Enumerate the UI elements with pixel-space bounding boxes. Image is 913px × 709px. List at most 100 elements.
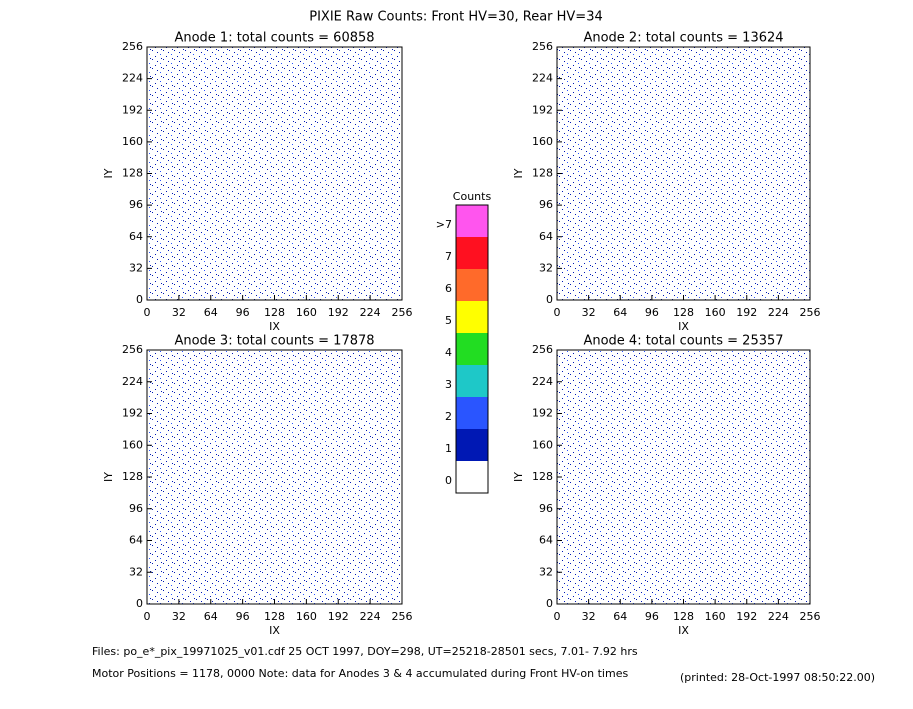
y-tick-label: 256 (532, 343, 553, 356)
y-tick-label: 96 (129, 502, 143, 515)
x-tick-label: 160 (705, 306, 726, 319)
x-tick-label: 0 (554, 306, 561, 319)
x-tick-label: 128 (673, 610, 694, 623)
footer-printed: (printed: 28-Oct-1997 08:50:22.00) (680, 671, 875, 684)
x-tick-label: 256 (392, 306, 413, 319)
chart-title: PIXIE Raw Counts: Front HV=30, Rear HV=3… (309, 10, 603, 25)
x-tick-label: 64 (204, 610, 218, 623)
y-tick-label: 128 (122, 470, 143, 483)
colorbar-label: 6 (445, 282, 452, 295)
y-tick-label: 64 (129, 534, 143, 547)
y-tick-label: 160 (532, 135, 553, 148)
x-tick-label: 96 (645, 610, 659, 623)
colorbar-label: 3 (445, 378, 452, 391)
x-tick-label: 160 (296, 610, 317, 623)
x-tick-label: 192 (736, 306, 757, 319)
colorbar-label: 0 (445, 474, 452, 487)
y-tick-label: 32 (539, 261, 553, 274)
x-tick-label: 160 (705, 610, 726, 623)
x-tick-label: 96 (236, 306, 250, 319)
x-tick-label: 64 (613, 610, 627, 623)
x-tick-label: 64 (204, 306, 218, 319)
y-tick-label: 192 (532, 407, 553, 420)
x-tick-label: 192 (328, 306, 349, 319)
y-tick-label: 32 (129, 565, 143, 578)
y-tick-label: 160 (122, 135, 143, 148)
colorbar-swatch (456, 397, 488, 429)
footer-motor: Motor Positions = 1178, 0000 Note: data … (92, 667, 628, 680)
colorbar-label: 7 (445, 250, 452, 263)
x-tick-label: 96 (645, 306, 659, 319)
colorbar-label: 1 (445, 442, 452, 455)
x-axis-label: IX (269, 624, 280, 637)
colorbar-swatch (456, 365, 488, 397)
x-axis-label: IX (678, 624, 689, 637)
y-axis-label: IY (512, 168, 525, 178)
x-tick-label: 0 (144, 306, 151, 319)
x-tick-label: 32 (582, 306, 596, 319)
count-map-texture (147, 350, 402, 604)
y-tick-label: 128 (532, 470, 553, 483)
y-axis-label: IY (512, 472, 525, 482)
panel-title: Anode 1: total counts = 60858 (174, 31, 374, 46)
y-tick-label: 64 (539, 534, 553, 547)
x-tick-label: 96 (236, 610, 250, 623)
x-tick-label: 224 (768, 306, 789, 319)
x-tick-label: 128 (264, 610, 285, 623)
y-tick-label: 64 (129, 230, 143, 243)
y-tick-label: 256 (532, 40, 553, 53)
colorbar-swatch (456, 269, 488, 301)
y-tick-label: 0 (136, 293, 143, 306)
x-tick-label: 0 (144, 610, 151, 623)
x-tick-label: 32 (582, 610, 596, 623)
y-tick-label: 224 (532, 375, 553, 388)
y-axis-label: IY (102, 472, 115, 482)
y-tick-label: 256 (122, 40, 143, 53)
y-tick-label: 256 (122, 343, 143, 356)
y-tick-label: 192 (532, 103, 553, 116)
y-tick-label: 64 (539, 230, 553, 243)
x-tick-label: 160 (296, 306, 317, 319)
panel-title: Anode 3: total counts = 17878 (174, 334, 374, 349)
x-tick-label: 192 (736, 610, 757, 623)
colorbar-swatch (456, 429, 488, 461)
colorbar-title: Counts (453, 190, 492, 203)
y-axis-label: IY (102, 168, 115, 178)
count-map-texture (557, 47, 810, 300)
x-tick-label: 256 (800, 610, 821, 623)
x-tick-label: 192 (328, 610, 349, 623)
y-tick-label: 192 (122, 103, 143, 116)
x-tick-label: 0 (554, 610, 561, 623)
y-tick-label: 0 (546, 597, 553, 610)
colorbar-label: 2 (445, 410, 452, 423)
y-tick-label: 224 (122, 72, 143, 85)
y-tick-label: 224 (532, 72, 553, 85)
colorbar-swatch (456, 301, 488, 333)
y-tick-label: 128 (122, 167, 143, 180)
y-tick-label: 128 (532, 167, 553, 180)
y-tick-label: 192 (122, 407, 143, 420)
x-tick-label: 224 (360, 610, 381, 623)
y-tick-label: 96 (539, 198, 553, 211)
colorbar-label: >7 (436, 218, 452, 231)
x-tick-label: 32 (172, 306, 186, 319)
x-tick-label: 128 (673, 306, 694, 319)
y-tick-label: 32 (129, 261, 143, 274)
panel-title: Anode 4: total counts = 25357 (583, 334, 783, 349)
colorbar-swatch (456, 461, 488, 493)
y-tick-label: 0 (546, 293, 553, 306)
x-tick-label: 256 (800, 306, 821, 319)
y-tick-label: 32 (539, 565, 553, 578)
colorbar-frame (455, 204, 489, 494)
panel-title: Anode 2: total counts = 13624 (583, 31, 783, 46)
x-axis-label: IX (678, 320, 689, 333)
footer-files: Files: po_e*_pix_19971025_v01.cdf 25 OCT… (92, 645, 638, 658)
x-tick-label: 64 (613, 306, 627, 319)
colorbar-label: 5 (445, 314, 452, 327)
y-tick-label: 160 (532, 438, 553, 451)
colorbar-label: 4 (445, 346, 452, 359)
count-map-texture (147, 47, 402, 300)
x-tick-label: 224 (360, 306, 381, 319)
y-tick-label: 0 (136, 597, 143, 610)
